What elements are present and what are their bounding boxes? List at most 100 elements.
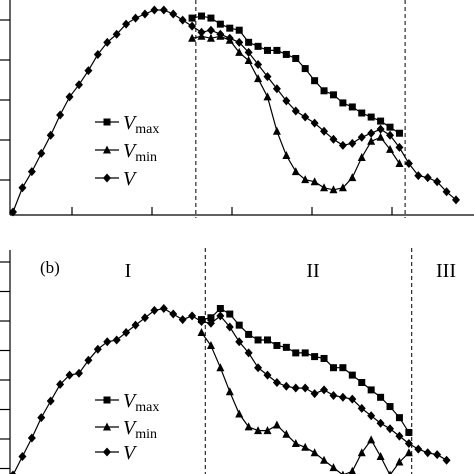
data-point-v [56,110,65,120]
data-point-v [244,348,253,358]
data-point-v [404,159,413,169]
data-point-v [84,355,93,365]
data-point-v [272,84,281,94]
data-point-v [131,320,140,330]
data-point-vmax [339,364,347,372]
data-point-vmax [386,403,394,411]
panel-b-region-dividers [204,248,413,474]
data-point-vmax [395,129,403,137]
data-point-v [9,207,17,217]
data-point-vmin [386,144,395,153]
data-point-v [272,378,281,387]
data-point-v [263,370,272,380]
legend-label-subscript: max [135,400,159,415]
data-point-vmax [377,117,385,125]
data-point-v [225,33,234,43]
data-point-v [140,9,149,19]
data-point-vmax [273,46,281,54]
data-point-v [423,448,432,458]
legend-marker [103,422,111,431]
data-point-vmin [235,47,244,56]
data-point-vmax [348,103,356,111]
data-point-v [112,335,121,345]
data-point-vmax [245,330,253,338]
data-point-v [367,411,376,421]
data-point-v [178,15,187,25]
data-point-v [216,311,225,321]
data-point-v [188,21,197,31]
region-label: III [436,260,456,282]
data-point-vmax [216,305,224,312]
data-point-vmin [395,159,404,168]
panel-a-x-ticks [71,207,393,215]
data-point-vmin [188,33,197,42]
panel-a-legend: Vmax Vmin V [95,112,159,190]
data-point-vmin [272,420,281,429]
data-point-v [225,322,234,332]
panel-b-label: (b) [40,258,60,277]
legend-label: Vmax [123,390,159,415]
data-point-vmin [329,463,338,472]
data-point-vmin [367,435,376,444]
data-point-vmin [329,185,338,194]
data-point-vmax [348,371,356,379]
data-point-v [310,389,319,399]
data-point-v [150,305,159,315]
legend-marker [103,173,111,183]
data-point-v [414,171,423,181]
data-point-vmax [301,349,309,357]
data-point-v [301,383,310,393]
data-point-vmin [291,439,300,448]
data-point-vmin [291,167,300,176]
data-point-v [65,370,74,380]
data-point-vmin [272,126,281,135]
data-point-v [178,315,187,325]
data-point-v [9,470,17,474]
data-point-v [452,195,460,205]
data-point-vmax [358,379,366,386]
data-point-vmin [235,409,244,418]
data-point-v [386,424,395,434]
data-point-vmin [310,177,319,186]
data-point-v [235,37,244,47]
data-point-vmax [226,310,234,318]
data-point-vmax [245,38,253,46]
data-point-v [140,313,149,323]
data-point-vmax [254,42,262,50]
data-point-vmax [254,336,262,344]
data-point-vmin [254,426,263,435]
data-point-v [159,304,168,313]
data-point-v [423,173,432,183]
data-point-vmin [206,33,215,42]
panel-a-y-ticks [0,19,10,181]
data-point-v [376,124,385,134]
data-point-v [310,118,319,128]
data-point-v [301,112,310,122]
data-point-vmin [282,429,291,438]
data-point-v [27,167,36,177]
data-point-v [433,177,442,187]
data-point-vmin [301,442,310,451]
data-point-v [197,316,206,326]
data-point-vmax [386,123,394,131]
data-point-v [84,66,93,76]
data-point-vmax [311,353,319,361]
data-point-v [46,130,55,140]
data-point-v [150,5,159,15]
data-point-v [169,9,178,19]
data-point-v [244,47,253,57]
panel-a-region-dividers [195,0,406,218]
data-point-v [131,13,140,23]
panel-a-series [9,5,460,217]
data-point-v [188,311,197,321]
data-point-vmax [395,414,403,422]
data-point-vmin [357,152,366,161]
legend-label-subscript: min [135,150,157,165]
data-point-v [433,450,442,460]
data-point-v [291,106,300,116]
data-point-v [93,344,102,354]
data-point-vmax [405,428,413,436]
region-label: I [125,260,132,282]
data-point-vmin [263,426,272,435]
